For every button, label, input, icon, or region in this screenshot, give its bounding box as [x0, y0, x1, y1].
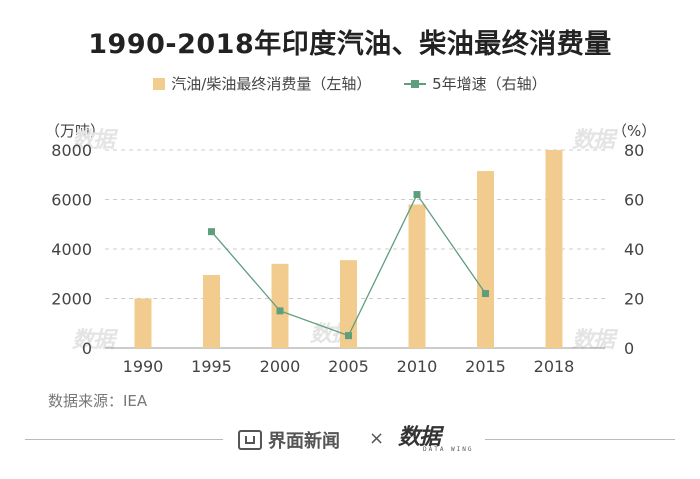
- left-tick-label: 6000: [51, 191, 92, 210]
- chart-title: 1990-2018年印度汽油、柴油最终消费量: [88, 29, 612, 60]
- growth-point: [208, 228, 215, 236]
- footer-rule-right: [485, 439, 675, 440]
- growth-point: [345, 332, 352, 340]
- right-tick-label: 20: [624, 290, 644, 309]
- left-tick-label: 8000: [51, 141, 92, 160]
- left-tick-label: 4000: [51, 240, 92, 259]
- legend-item-bar: 汽油/柴油最终消费量（左轴）: [153, 73, 371, 94]
- growth-point: [276, 307, 284, 315]
- right-tick-label: 0: [624, 339, 634, 358]
- brand: 界面新闻: [238, 427, 340, 453]
- legend: 汽油/柴油最终消费量（左轴） 5年增速（右轴）: [0, 73, 700, 94]
- times-sign: ×: [369, 428, 385, 449]
- bar: [271, 263, 289, 348]
- category-label: 2018: [534, 357, 575, 376]
- watermark-logo: 数据: [572, 128, 615, 153]
- left-tick-label: 2000: [51, 290, 92, 309]
- category-label: 2000: [260, 357, 301, 376]
- category-label: 2005: [328, 357, 369, 376]
- data-source: 数据来源：IEA: [48, 392, 148, 410]
- right-tick-label: 40: [624, 240, 644, 259]
- right-tick-label: 60: [624, 191, 644, 210]
- category-label: 2010: [397, 357, 438, 376]
- bar: [408, 204, 426, 348]
- watermark-logo: 数据: [72, 328, 115, 353]
- watermark-logo: 数据: [572, 328, 615, 353]
- bar: [477, 171, 494, 348]
- datawing-logo-sub: DATA WING: [423, 446, 474, 453]
- datawing-logo: 数据: [398, 425, 441, 450]
- line-swatch-icon: [404, 78, 427, 90]
- legend-bar-label: 汽油/柴油最终消费量（左轴）: [171, 75, 372, 93]
- legend-item-line: 5年增速（右轴）: [404, 73, 547, 94]
- bar: [545, 150, 563, 348]
- bar-swatch-icon: [153, 77, 166, 90]
- footer: 界面新闻 × 数据 DATA WING: [0, 425, 700, 455]
- category-label: 1995: [191, 357, 232, 376]
- left-tick-label: 0: [82, 339, 92, 358]
- legend-line-label: 5年增速（右轴）: [432, 75, 547, 93]
- growth-point: [482, 290, 489, 298]
- category-label: 2015: [465, 357, 506, 376]
- watermark-logo: 数据: [72, 128, 115, 153]
- footer-rule-left: [25, 439, 223, 440]
- category-label: 1990: [123, 357, 164, 376]
- bar: [203, 274, 220, 348]
- right-axis-unit: （%）: [612, 122, 657, 140]
- left-axis-unit: （万吨）: [45, 122, 106, 140]
- right-tick-label: 80: [624, 141, 644, 160]
- brand-logo-icon: [238, 430, 262, 450]
- bar: [134, 298, 152, 348]
- brand-name: 界面新闻: [268, 431, 340, 452]
- growth-point: [413, 191, 421, 199]
